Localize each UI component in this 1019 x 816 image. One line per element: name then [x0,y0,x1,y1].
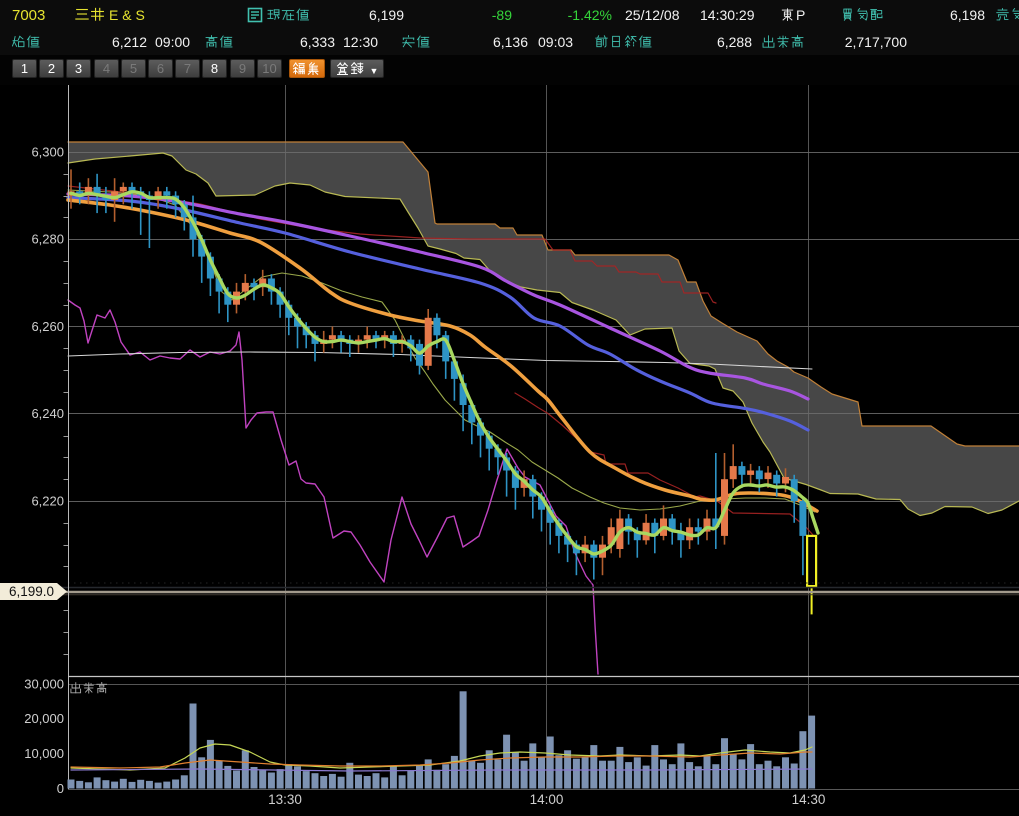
svg-text:6,199.0: 6,199.0 [9,584,54,599]
svg-text:6,240: 6,240 [31,406,64,421]
svg-text:30,000: 30,000 [24,677,64,692]
svg-text:14:30: 14:30 [792,792,826,807]
svg-text:0: 0 [57,781,64,796]
svg-text:13:30: 13:30 [268,792,302,807]
svg-text:6,220: 6,220 [31,494,64,509]
svg-text:20,000: 20,000 [24,711,64,726]
svg-text:14:00: 14:00 [530,792,564,807]
svg-text:6,260: 6,260 [31,319,64,334]
svg-text:6,300: 6,300 [31,145,64,160]
svg-text:10,000: 10,000 [24,746,64,761]
svg-text:6,280: 6,280 [31,232,64,247]
